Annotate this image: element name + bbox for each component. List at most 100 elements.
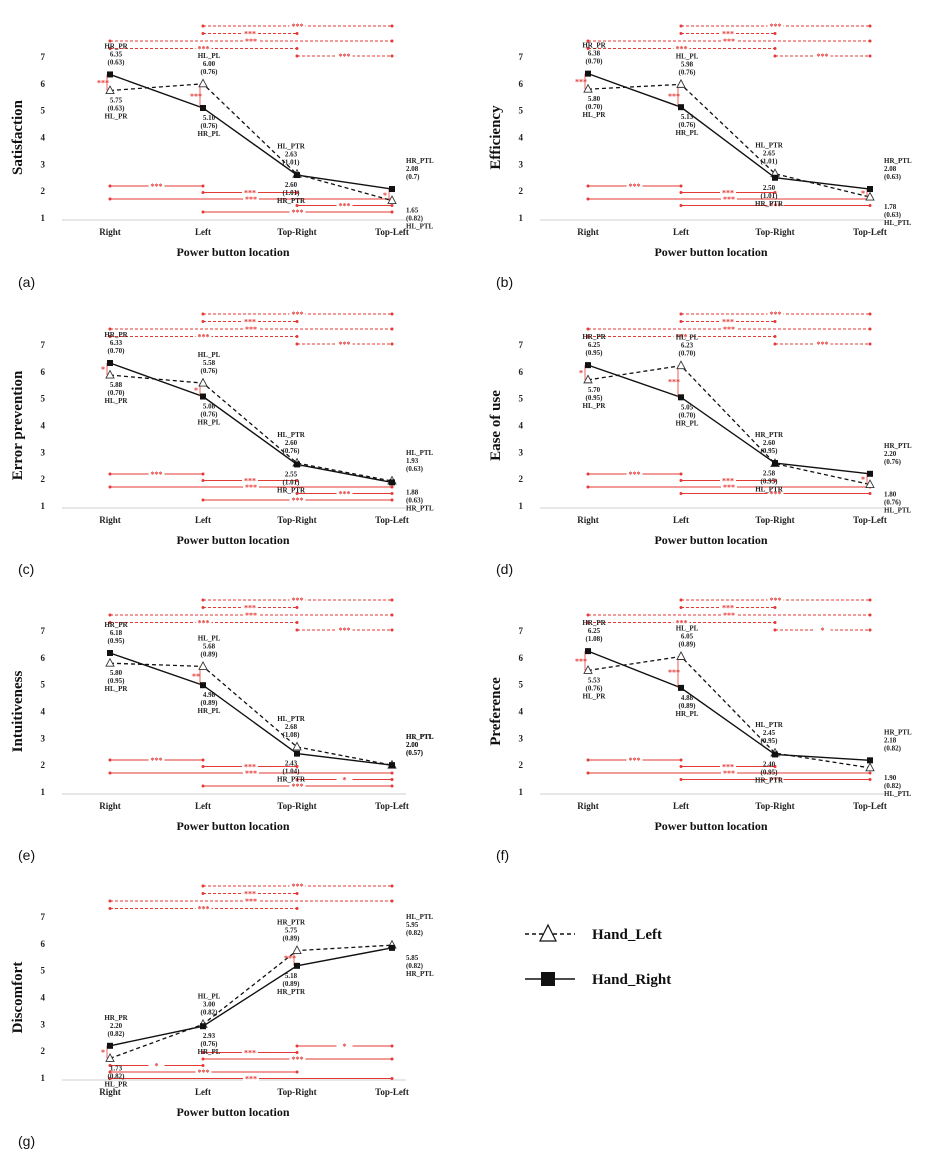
data-label-value: 5.70 (588, 386, 601, 394)
data-label-sd: (1.01) (283, 478, 301, 486)
data-point-hand-left (198, 377, 208, 387)
significance-mark-bg (148, 183, 165, 189)
significance-mark-bg (242, 890, 258, 897)
data-label-sd: (0.95) (108, 637, 126, 645)
significance-end-dot (295, 47, 299, 50)
data-label-value: 5.75 (110, 97, 123, 105)
significance-mark-bg (289, 1056, 306, 1062)
significance-end-dot (201, 1057, 205, 1061)
significance-end-dot (679, 606, 683, 609)
significance-mark: *** (722, 604, 734, 613)
significance-mark: *** (723, 37, 735, 46)
data-label-value: 1.90 (884, 774, 897, 782)
data-label-sd: (0.57) (406, 749, 424, 757)
significance-end-dot (108, 335, 112, 338)
series-line-hand-right (109, 947, 393, 1047)
y-tick-label: 5 (519, 680, 524, 690)
significance-end-dot (679, 492, 683, 495)
y-tick-label: 4 (519, 707, 524, 717)
point-label: HL_PTR (277, 431, 306, 439)
significance-mark: *** (770, 22, 782, 31)
data-label-sd: (0.7) (406, 173, 420, 181)
point-label: HR_PTR (755, 776, 784, 784)
significance-mark-bg (626, 757, 643, 763)
chart-panel-2: 1 2 3 4 5 6 7 Right Left Top-Right Top-Left Power b… (488, 22, 912, 290)
data-point-hand-left (865, 191, 875, 201)
y-tick-label: 4 (519, 421, 524, 431)
significance-end-dot (108, 39, 112, 43)
significance-mark-bg (148, 1062, 165, 1069)
significance-end-dot (390, 327, 394, 331)
significance-end-dot (773, 342, 777, 346)
significance-end-dot (201, 758, 205, 762)
significance-end-dot (108, 907, 112, 910)
significance-end-dot (773, 32, 777, 35)
significance-end-dot (390, 884, 394, 888)
significance-end-dot (108, 771, 112, 775)
significance-mark-bg (243, 770, 259, 776)
panel-label: (f) (496, 847, 509, 863)
significance-mark-bg (336, 1043, 353, 1049)
data-label-sd: (1.04) (283, 768, 301, 776)
point-label: HL_PTL (406, 449, 434, 457)
significance-mark: *** (770, 776, 782, 785)
data-point-hand-right (772, 460, 778, 467)
significance-end-dot (390, 628, 394, 632)
data-point-hand-right (389, 762, 395, 769)
significance-end-dot (586, 758, 590, 762)
point-label: HL_PTR (755, 721, 784, 729)
series-line-hand-left (587, 364, 871, 486)
significance-mark: *** (245, 1075, 257, 1084)
chart-panel-4: 1 2 3 4 5 6 7 Right Left Top-Right Top-Left Power b… (488, 310, 912, 577)
data-point-hand-right (294, 750, 300, 757)
significance-end-dot (868, 54, 872, 58)
significance-mark-bg (243, 326, 259, 332)
data-label-sd: (0.82) (406, 215, 424, 223)
significance-mark: *** (770, 202, 782, 211)
significance-end-dot (390, 1057, 394, 1061)
data-label-sd: (1.01) (283, 158, 301, 166)
y-tick-label: 5 (41, 394, 46, 404)
significance-mark-bg (721, 484, 737, 490)
significance-mark-bg (289, 883, 306, 889)
data-label-sd: (0.70) (108, 347, 126, 355)
significance-end-dot (773, 606, 777, 609)
y-tick-label: 4 (41, 133, 46, 143)
significance-mark: *** (723, 611, 735, 620)
significance-end-dot (773, 621, 777, 624)
significance-mark: *** (676, 333, 688, 342)
significance-end-dot (201, 479, 205, 482)
data-point-hand-right (200, 393, 206, 400)
significance-end-dot (390, 1044, 394, 1048)
significance-end-dot (390, 778, 394, 781)
significance-mark-bg (673, 333, 690, 340)
significance-mark-bg (242, 30, 258, 37)
data-label-sd: (1.08) (283, 731, 301, 739)
significance-mark-bg (336, 490, 353, 497)
x-tick-label: Left (673, 801, 689, 811)
significance-end-dot (295, 621, 299, 624)
significance-end-dot (201, 472, 205, 476)
y-axis-title: Preference (488, 677, 504, 746)
significance-mark-bg (721, 196, 737, 202)
data-label-sd: (1.08) (586, 635, 604, 643)
significance-end-dot (679, 32, 683, 35)
significance-mark-bg (767, 597, 784, 603)
point-label: HR_PL (198, 130, 221, 138)
significance-end-dot (390, 771, 394, 775)
y-tick-label: 2 (519, 186, 524, 196)
y-tick-label: 1 (519, 501, 524, 511)
significance-mark-bg (243, 898, 259, 904)
x-axis-title: Power button location (176, 1105, 289, 1119)
y-tick-label: 1 (41, 501, 46, 511)
y-tick-label: 7 (519, 52, 524, 62)
data-label-sd: (0.82) (201, 1008, 219, 1016)
significance-mark-bg (242, 477, 258, 484)
data-point-hand-left (292, 741, 302, 751)
significance-mark: *** (770, 310, 782, 319)
y-tick-label: 3 (41, 1019, 46, 1029)
significance-end-dot (868, 24, 872, 28)
point-label: HR_PL (198, 707, 221, 715)
data-label-value: 4.98 (203, 691, 216, 699)
significance-mark: *** (244, 477, 256, 486)
